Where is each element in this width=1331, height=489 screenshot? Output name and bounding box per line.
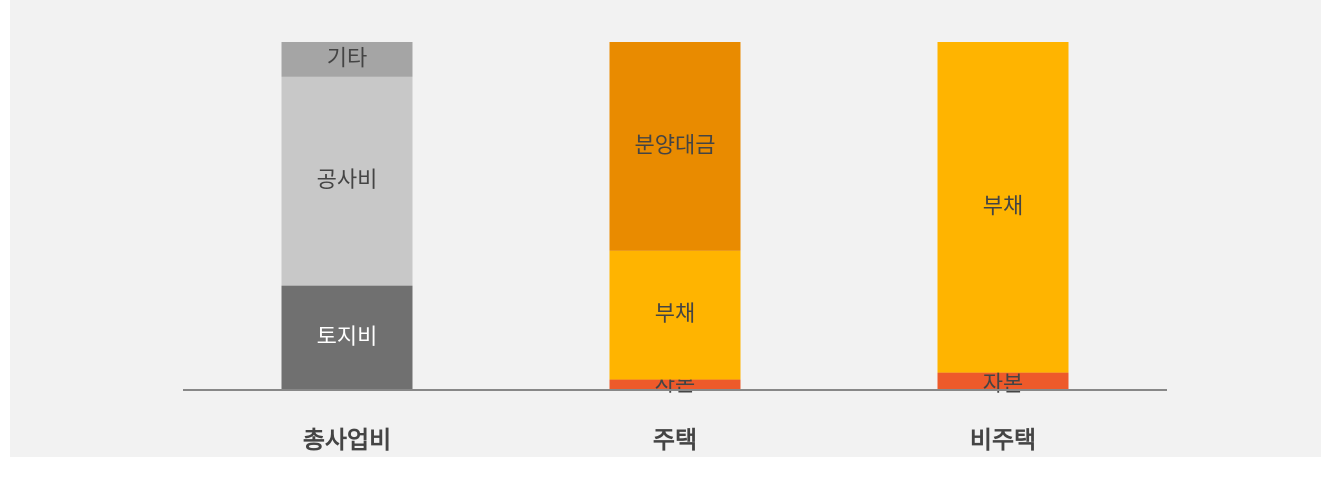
bar-segment bbox=[609, 250, 741, 380]
bar-segment bbox=[281, 42, 413, 77]
segment-label: 기타 bbox=[327, 46, 367, 71]
x-tick-label: 비주택 bbox=[970, 426, 1036, 454]
x-tick-label: 총사업비 bbox=[303, 426, 391, 454]
segment-label: 부채 bbox=[655, 302, 695, 327]
bar-segment bbox=[609, 42, 741, 251]
bar-segment bbox=[281, 76, 413, 286]
segment-label: 공사비 bbox=[317, 168, 378, 193]
bar-segment bbox=[937, 42, 1069, 373]
segment-label: 토지비 bbox=[317, 325, 378, 350]
bar-segment bbox=[281, 285, 413, 390]
bar-segment bbox=[937, 372, 1069, 390]
bar-segment bbox=[609, 379, 741, 390]
segment-label: 부채 bbox=[983, 194, 1023, 219]
segment-label: 자본 bbox=[983, 372, 1023, 397]
segment-label: 분양대금 bbox=[635, 133, 716, 158]
x-tick-label: 주택 bbox=[653, 426, 697, 454]
